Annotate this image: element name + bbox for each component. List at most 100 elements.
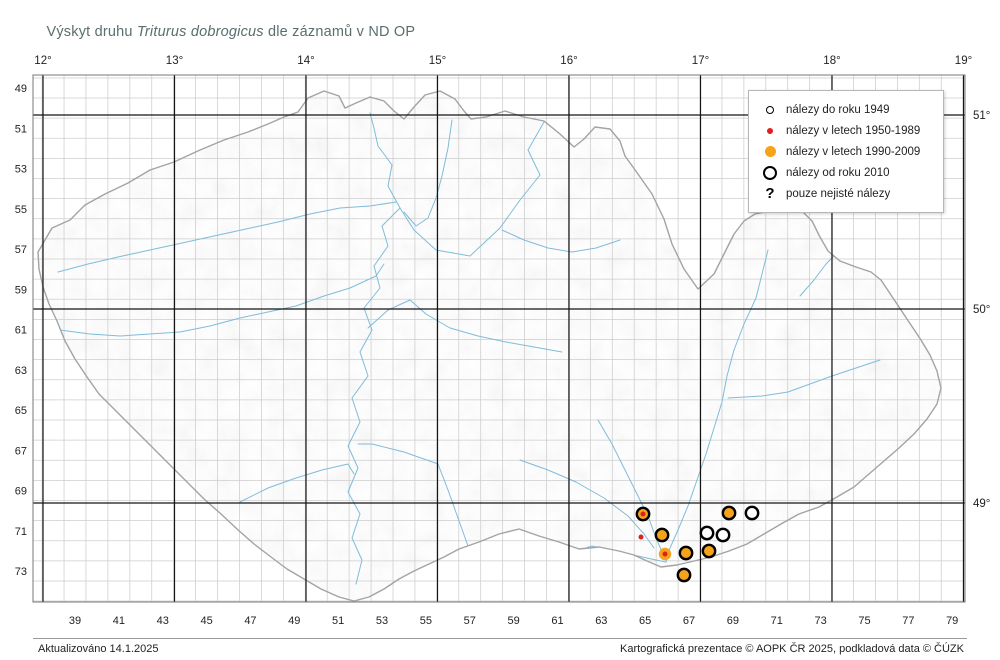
- orange-circle-icon: [764, 146, 776, 157]
- river-line: [501, 229, 621, 253]
- record-point: [676, 567, 692, 583]
- marker-2010: [715, 527, 731, 543]
- river-line: [665, 249, 769, 563]
- river-line: [367, 299, 563, 353]
- axis-label-bottom: 57: [464, 615, 476, 627]
- record-point: [678, 545, 694, 561]
- axis-label-bottom: 63: [595, 615, 607, 627]
- footer-updated: Aktualizováno 14.1.2025: [38, 643, 159, 655]
- axis-label-bottom: 61: [551, 615, 563, 627]
- axis-label-bottom: 41: [113, 615, 125, 627]
- axis-label-left: 53: [15, 164, 27, 176]
- axis-label-top: 13°: [166, 55, 183, 67]
- open-circle-bold-icon: [763, 165, 777, 180]
- marker-2010: [678, 545, 694, 561]
- marker-1990-2009: [702, 544, 716, 558]
- marker-2010: [744, 505, 760, 521]
- axis-label-top: 18°: [823, 55, 840, 67]
- legend-item-uncertain: ? pouze nejisté nálezy: [761, 183, 933, 204]
- axis-label-left: 73: [15, 566, 27, 578]
- axis-label-top: 12°: [34, 55, 51, 67]
- title-prefix: Výskyt druhu: [46, 24, 137, 40]
- axis-label-left: 63: [15, 365, 27, 377]
- axis-label-left: 61: [15, 325, 27, 337]
- axis-label-bottom: 79: [946, 615, 958, 627]
- axis-label-left: 69: [15, 486, 27, 498]
- marker-1990-2009: [677, 568, 691, 582]
- axis-label-bottom: 47: [244, 615, 256, 627]
- country-border-layer: [37, 90, 942, 602]
- red-dot-icon: [767, 127, 773, 134]
- species-name: Triturus dobrogicus: [136, 24, 264, 40]
- record-point: [638, 534, 644, 540]
- legend: nálezy do roku 1949 nálezy v letech 1950…: [748, 90, 944, 213]
- axis-label-right: 50°: [973, 304, 990, 316]
- river-line: [179, 263, 385, 333]
- axis-label-bottom: 39: [69, 615, 81, 627]
- marker-1950-1989: [638, 534, 644, 540]
- river-line: [239, 463, 355, 503]
- axis-label-bottom: 73: [814, 615, 826, 627]
- axis-label-bottom: 75: [858, 615, 870, 627]
- river-line: [403, 119, 453, 227]
- axis-label-left: 59: [15, 284, 27, 296]
- axis-label-left: 55: [15, 204, 27, 216]
- axis-labels: 12° 13° 14° 15° 16° 17° 18° 19° 51° 50° 49° 49 51 53 5…: [15, 55, 991, 627]
- legend-item-2010: nálezy od roku 2010: [761, 162, 933, 183]
- marker-2010: [635, 506, 651, 522]
- axis-label-bottom: 53: [376, 615, 388, 627]
- axis-label-top: 17°: [692, 55, 709, 67]
- axis-label-bottom: 59: [507, 615, 519, 627]
- river-line: [727, 359, 881, 399]
- record-point: [701, 543, 717, 559]
- marker-1990-2009: [722, 506, 736, 520]
- footer-credits: Kartografická prezentace © AOPK ČR 2025,…: [620, 643, 964, 655]
- axis-label-left: 57: [15, 244, 27, 256]
- axis-label-right: 49°: [973, 498, 990, 510]
- marker-1950-1989: [662, 551, 668, 557]
- axis-label-left: 67: [15, 445, 27, 457]
- axis-label-bottom: 77: [902, 615, 914, 627]
- axis-label-left: 65: [15, 405, 27, 417]
- question-mark-icon: ?: [765, 185, 775, 202]
- axis-label-left: 49: [15, 83, 27, 95]
- river-line: [519, 459, 655, 549]
- record-point: [715, 527, 731, 543]
- legend-item-label: nálezy od roku 2010: [786, 166, 890, 179]
- record-point: [658, 547, 672, 561]
- marker-2010: [654, 527, 670, 543]
- marker-1990-2009: [679, 546, 693, 560]
- record-point: [744, 505, 760, 521]
- axis-label-right: 51°: [973, 110, 990, 122]
- river-line: [57, 201, 397, 273]
- axis-label-bottom: 43: [157, 615, 169, 627]
- axis-label-bottom: 45: [200, 615, 212, 627]
- record-point: [654, 527, 670, 543]
- page-title: Výskyt druhu Triturus dobrogicus dle záz…: [38, 8, 415, 40]
- axis-label-left: 71: [15, 526, 27, 538]
- open-circle-small-icon: [766, 105, 774, 114]
- river-line: [347, 207, 401, 585]
- legend-item-1990-2009: nálezy v letech 1990-2009: [761, 141, 933, 162]
- river-line: [59, 329, 181, 337]
- axis-label-bottom: 65: [639, 615, 651, 627]
- axis-label-bottom: 69: [727, 615, 739, 627]
- legend-item-1950-1989: nálezy v letech 1950-1989: [761, 120, 933, 141]
- axis-label-bottom: 67: [683, 615, 695, 627]
- axis-label-left: 51: [15, 123, 27, 135]
- legend-item-label: nálezy do roku 1949: [786, 103, 890, 116]
- axis-label-bottom: 71: [771, 615, 783, 627]
- marker-2010: [676, 567, 692, 583]
- legend-item-label: nálezy v letech 1950-1989: [786, 124, 921, 137]
- record-point: [635, 506, 651, 522]
- marker-1990-2009: [655, 528, 669, 542]
- footer-divider: [33, 638, 967, 639]
- axis-label-top: 14°: [297, 55, 314, 67]
- marker-2010: [721, 505, 737, 521]
- record-point: [721, 505, 737, 521]
- axis-label-bottom: 55: [420, 615, 432, 627]
- legend-item-label: nálezy v letech 1990-2009: [786, 145, 921, 158]
- record-point: [699, 525, 715, 541]
- frame-rect: [32, 74, 966, 603]
